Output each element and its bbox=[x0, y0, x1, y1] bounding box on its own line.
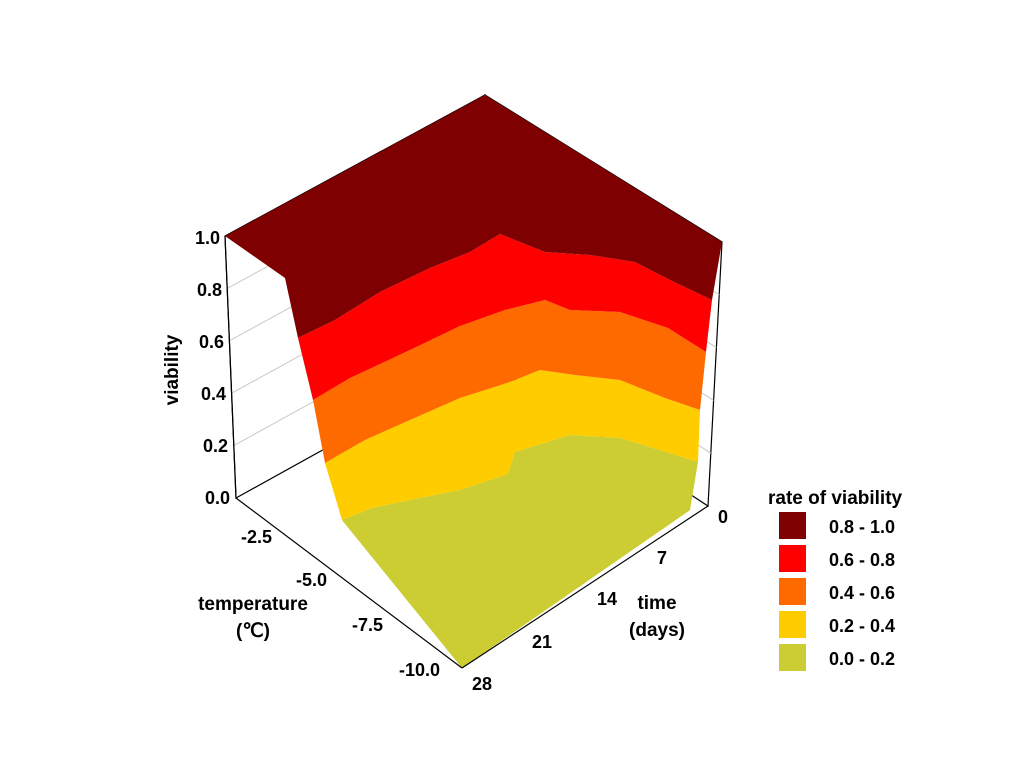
time-tick-label-0: 0 bbox=[718, 507, 728, 527]
z-axis-title: viability bbox=[162, 334, 183, 405]
z-tick-label-1: 0.2 bbox=[203, 436, 228, 456]
legend-title: rate of viability bbox=[768, 488, 903, 509]
time-tick-label-3: 21 bbox=[532, 632, 552, 652]
legend-label-3: 0.2 - 0.4 bbox=[829, 616, 895, 636]
z-tick-label-2: 0.4 bbox=[201, 384, 226, 404]
time-tick-label-4: 28 bbox=[472, 674, 492, 694]
surface-front-edge bbox=[342, 510, 690, 668]
legend-swatch-2 bbox=[779, 578, 806, 605]
legend-label-4: 0.0 - 0.2 bbox=[829, 649, 895, 669]
axis-lines bbox=[224, 235, 709, 669]
legend-swatch-1 bbox=[779, 545, 806, 572]
z-tick-label-3: 0.6 bbox=[199, 332, 224, 352]
surface-band-0.8-1.0 bbox=[225, 95, 722, 338]
surface-band-0.4-0.6 bbox=[313, 300, 706, 463]
temperature-tick-label-2: -7.5 bbox=[352, 615, 383, 635]
z-tick-label-4: 0.8 bbox=[197, 280, 222, 300]
temperature-tick-label-3: -10.0 bbox=[399, 660, 440, 680]
time-tick-label-1: 7 bbox=[657, 548, 667, 568]
temperature-axis-line bbox=[235, 497, 463, 669]
legend-swatch-0 bbox=[779, 512, 806, 539]
z-tick-label-5: 1.0 bbox=[195, 228, 220, 248]
temperature-tick-label-1: -5.0 bbox=[296, 570, 327, 590]
z-axis-line bbox=[224, 235, 237, 499]
z-axis: 0.0 0.2 0.4 0.6 0.8 1.0 viability bbox=[162, 228, 230, 508]
temperature-tick-label-0: -2.5 bbox=[241, 527, 272, 547]
time-axis-line bbox=[461, 505, 709, 669]
legend: rate of viability 0.8 - 1.0 0.6 - 0.8 0.4 … bbox=[768, 488, 903, 671]
temperature-axis: -2.5 -5.0 -7.5 -10.0 temperature (℃) bbox=[198, 527, 440, 680]
surface-band-0.6-0.8 bbox=[298, 234, 712, 400]
time-axis-title-line2: (days) bbox=[629, 620, 685, 641]
legend-label-2: 0.4 - 0.6 bbox=[829, 583, 895, 603]
legend-label-1: 0.6 - 0.8 bbox=[829, 550, 895, 570]
legend-label-0: 0.8 - 1.0 bbox=[829, 517, 895, 537]
time-tick-label-2: 14 bbox=[597, 589, 617, 609]
temperature-axis-title-line2: (℃) bbox=[236, 621, 270, 642]
legend-swatch-3 bbox=[779, 611, 806, 638]
time-axis-title-line1: time bbox=[637, 593, 676, 614]
surface bbox=[225, 95, 722, 668]
temperature-axis-title-line1: temperature bbox=[198, 594, 308, 615]
z-tick-label-0: 0.0 bbox=[205, 488, 230, 508]
surface-band-0.2-0.4 bbox=[325, 370, 700, 520]
time-axis: 0 7 14 21 28 time (days) bbox=[472, 507, 728, 694]
legend-swatch-4 bbox=[779, 644, 806, 671]
